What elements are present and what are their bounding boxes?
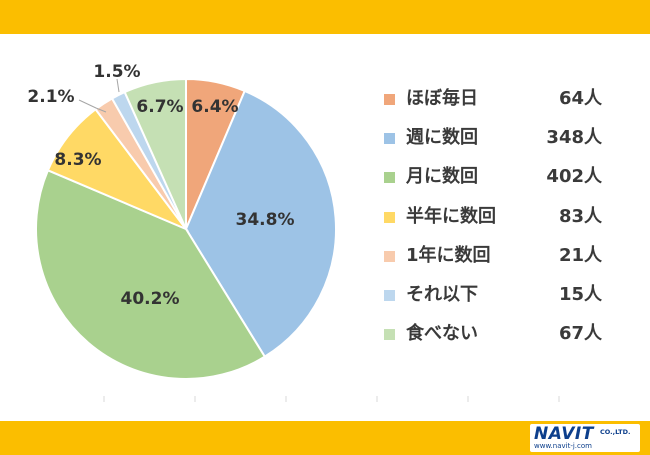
legend-item: それ以下 15人 — [384, 282, 624, 321]
navit-logo: NAVIT CO.,LTD. www.navit-j.com — [530, 424, 640, 452]
legend-swatch — [384, 172, 395, 184]
legend-count: 348人 — [546, 127, 602, 149]
legend-swatch — [384, 133, 395, 145]
legend-swatch — [384, 289, 395, 301]
slice-percent-label: 8.3% — [54, 150, 101, 170]
leader-line — [116, 78, 120, 93]
legend-count: 67人 — [558, 323, 602, 345]
slice-percent-label: 6.7% — [136, 97, 183, 117]
header-band — [0, 0, 650, 34]
legend-item: 月に数回 402人 — [384, 164, 624, 203]
legend-item: 1年に数回 21人 — [384, 243, 624, 282]
legend-swatch — [384, 94, 395, 105]
legend-swatch — [384, 250, 395, 262]
legend-item: 食べない 67人 — [384, 321, 624, 360]
legend-label: 半年に数回 — [406, 205, 496, 227]
slice-percent-label: 40.2% — [121, 289, 180, 309]
brand-url: www.navit-j.com — [534, 442, 592, 450]
slice-percent-label: 34.8% — [236, 210, 295, 230]
legend-count: 402人 — [546, 166, 602, 188]
legend-label: 月に数回 — [406, 166, 478, 188]
legend-label: それ以下 — [406, 283, 478, 305]
legend-item: 週に数回 348人 — [384, 125, 624, 164]
slice-percent-label: 6.4% — [191, 97, 238, 117]
pie-slice — [184, 89, 337, 359]
legend-label: ほぼ毎日 — [406, 88, 478, 109]
brand-name: NAVIT — [534, 424, 594, 444]
legend-label: 1年に数回 — [406, 244, 491, 266]
legend-item: 半年に数回 83人 — [384, 204, 624, 243]
pie-slice — [35, 168, 267, 380]
leader-line — [78, 99, 107, 113]
legend-label: 週に数回 — [406, 127, 478, 149]
legend-label: 食べない — [406, 323, 478, 345]
slice-percent-label: 2.1% — [27, 87, 74, 107]
legend-count: 64人 — [558, 88, 602, 109]
legend-count: 21人 — [558, 244, 602, 266]
legend-count: 15人 — [558, 283, 602, 305]
legend-count: 83人 — [558, 205, 602, 227]
legend-swatch — [384, 329, 395, 341]
pie-chart: 6.4% 34.8% 40.2% 8.3% 2.1% 1.5% 6.7% — [27, 62, 560, 402]
brand-suffix: CO.,LTD. — [600, 428, 631, 436]
pie-slice — [123, 77, 187, 230]
legend-swatch — [384, 211, 395, 223]
legend-item: ほぼ毎日 64人 — [384, 86, 624, 125]
chart-legend: ほぼ毎日 64人週に数回 348人月に数回 402人半年に数回 83人 1年に数回 21人そ… — [384, 86, 624, 360]
slice-percent-label: 1.5% — [93, 62, 140, 82]
